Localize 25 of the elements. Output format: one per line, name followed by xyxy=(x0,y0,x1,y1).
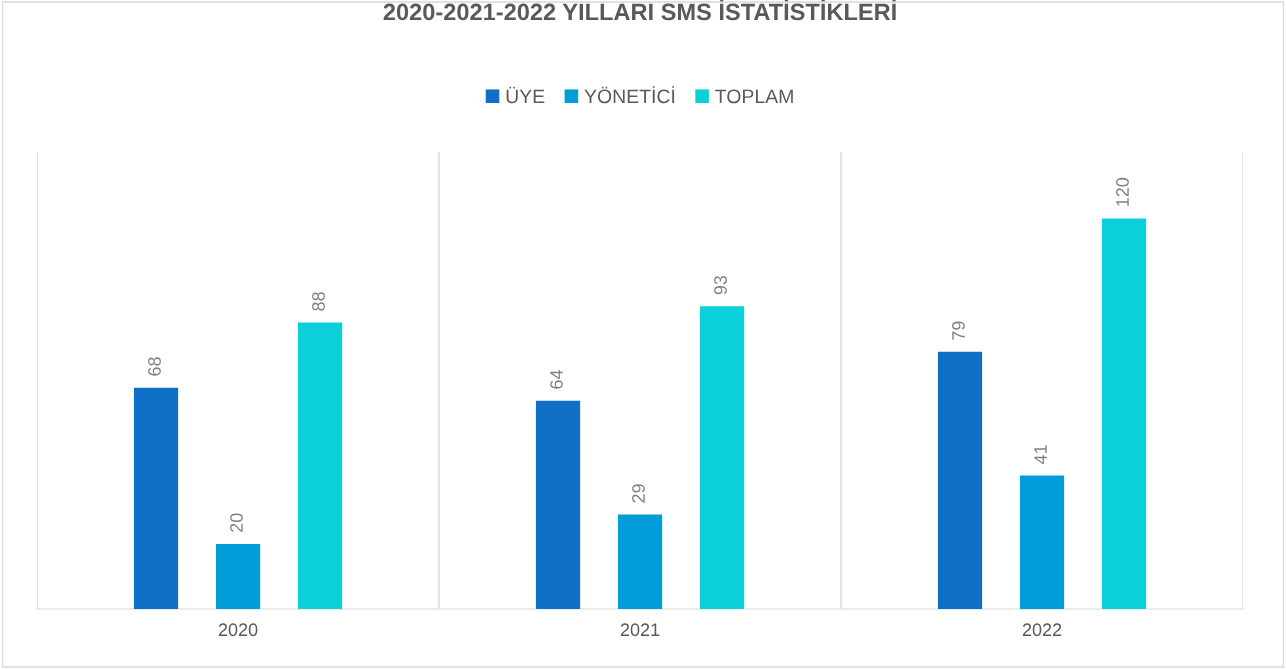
bar xyxy=(617,514,663,609)
data-label: 79 xyxy=(952,321,965,340)
bar xyxy=(1101,218,1147,609)
bar xyxy=(133,387,179,609)
data-label: 29 xyxy=(632,484,645,503)
bar xyxy=(699,306,745,609)
legend-label: TOPLAM xyxy=(715,89,793,104)
chart-title: 2020-2021-2022 YILLARI SMS İSTATİSTİKLERİ xyxy=(383,0,896,21)
x-tick-label: 2021 xyxy=(620,623,660,637)
bar xyxy=(1019,475,1065,609)
bar xyxy=(297,322,343,609)
legend-label: YÖNETİCİ xyxy=(584,86,675,104)
data-label: 64 xyxy=(550,370,563,389)
data-label: 68 xyxy=(148,357,161,376)
x-tick-label: 2020 xyxy=(218,623,258,637)
data-label: 120 xyxy=(1116,177,1129,206)
data-label: 93 xyxy=(714,275,727,295)
data-label: 41 xyxy=(1034,445,1047,465)
bar xyxy=(535,400,581,609)
bar xyxy=(215,543,261,609)
data-label: 20 xyxy=(230,513,243,532)
legend-label: ÜYE xyxy=(506,86,545,104)
x-tick-label: 2022 xyxy=(1022,623,1062,637)
bar xyxy=(937,351,983,609)
data-label: 88 xyxy=(312,292,325,311)
